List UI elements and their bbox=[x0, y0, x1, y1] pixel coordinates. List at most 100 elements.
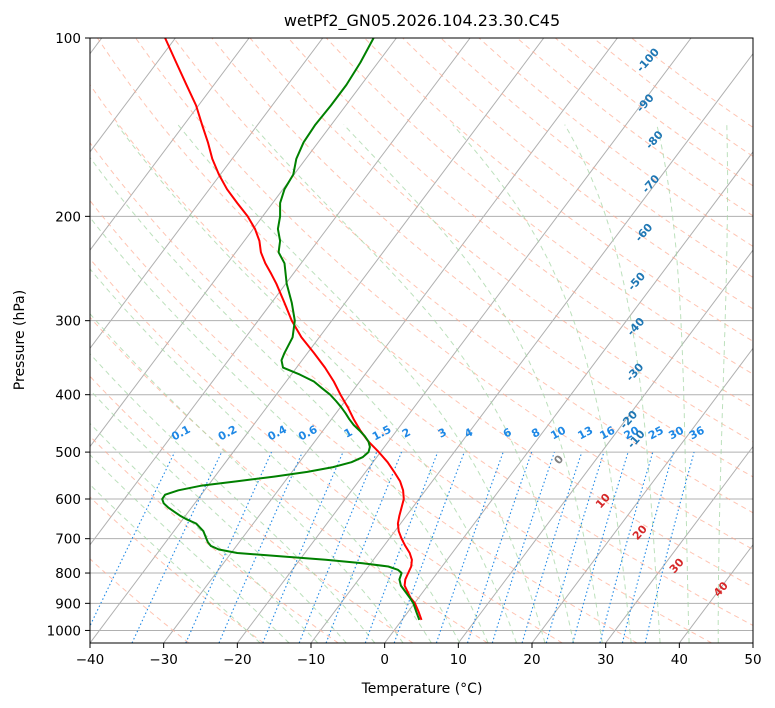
y-tick-label: 300 bbox=[55, 314, 81, 330]
y-tick-label: 1000 bbox=[47, 623, 81, 639]
y-axis-ticks: 100 200 300 400 500 600 700 800 900 1000 bbox=[47, 31, 90, 639]
moist-adiabat-line bbox=[656, 124, 690, 643]
mixing-ratio-label: 1 bbox=[342, 426, 355, 441]
dry-adiabat-line bbox=[440, 38, 753, 279]
mixing-ratio-line bbox=[521, 451, 583, 643]
mixing-ratio-line bbox=[262, 451, 344, 643]
isotherm-line bbox=[163, 38, 618, 643]
moist-adiabat-line bbox=[90, 454, 290, 643]
x-tick-label: −20 bbox=[223, 652, 252, 668]
x-axis-ticks: −40 −30 −20 −10 0 10 20 30 40 50 bbox=[76, 643, 762, 668]
chart-title: wetPf2_GN05.2026.104.23.30.C45 bbox=[284, 11, 560, 31]
moist-adiabat-line bbox=[90, 422, 319, 643]
moist-adiabat-line bbox=[343, 124, 603, 643]
moist-adiabat-line bbox=[452, 124, 632, 643]
x-tick-label: −40 bbox=[76, 652, 105, 668]
mixing-ratio-line bbox=[185, 451, 273, 643]
mixing-ratio-label: 3 bbox=[436, 426, 449, 441]
mixing-ratio-line bbox=[572, 451, 629, 643]
plot-frame bbox=[89, 37, 754, 644]
x-tick-label: 50 bbox=[744, 652, 761, 668]
mixing-ratio-line bbox=[644, 451, 695, 643]
x-tick-label: 10 bbox=[450, 652, 467, 668]
dry-adiabat-line bbox=[90, 199, 638, 643]
moist-adiabat-line bbox=[90, 389, 347, 643]
mixing-ratio-line bbox=[90, 451, 176, 628]
isopleth-labels: 0.1 0.2 0.4 0.6 1 1.5 2 3 4 6 8 10 13 16 20 25 30 36-100-… bbox=[169, 45, 731, 599]
moist-adiabat-label: 10 bbox=[593, 491, 613, 511]
moist-adiabat-line bbox=[90, 483, 261, 643]
dry-adiabat-label: -80 bbox=[643, 128, 666, 152]
x-tick-label: 40 bbox=[671, 652, 688, 668]
y-tick-label: 100 bbox=[55, 31, 81, 47]
mixing-ratio-line bbox=[393, 451, 465, 643]
x-tick-label: 20 bbox=[523, 652, 540, 668]
profiles bbox=[161, 38, 423, 621]
moist-adiabat-line bbox=[90, 353, 376, 643]
dry-adiabat-line bbox=[402, 38, 753, 310]
dry-adiabat-line bbox=[554, 38, 753, 187]
x-axis-label: Temperature (°C) bbox=[361, 681, 483, 697]
mixing-ratio-label: 0.2 bbox=[216, 423, 239, 444]
dry-adiabat-line bbox=[90, 375, 414, 643]
dry-adiabat-line bbox=[325, 38, 753, 375]
mixing-ratio-label: 8 bbox=[529, 426, 542, 441]
dewpoint-profile bbox=[161, 38, 421, 621]
mixing-ratio-line bbox=[364, 451, 439, 643]
y-axis-label: Pressure (hPa) bbox=[12, 290, 28, 390]
isotherm-line bbox=[310, 52, 753, 643]
mixing-ratio-label: 13 bbox=[576, 424, 596, 443]
x-tick-label: 0 bbox=[380, 652, 389, 668]
isotherm-line bbox=[90, 38, 176, 153]
dry-adiabat-line bbox=[96, 38, 753, 588]
dry-adiabat-line bbox=[90, 258, 563, 643]
background-lines bbox=[90, 38, 753, 643]
mixing-ratio-label: 6 bbox=[501, 425, 514, 440]
dry-adiabat-label: -70 bbox=[639, 172, 662, 196]
moist-adiabat-line bbox=[90, 268, 432, 643]
mixing-ratio-line bbox=[218, 451, 303, 643]
mixing-ratio-label: 0.4 bbox=[266, 423, 290, 444]
mixing-ratio-label: 0.1 bbox=[169, 423, 192, 444]
dry-adiabat-line bbox=[211, 38, 753, 478]
mixing-ratio-line bbox=[621, 451, 674, 643]
mixing-ratio-label: 2 bbox=[400, 426, 413, 441]
moist-adiabat-line bbox=[90, 156, 489, 643]
dry-adiabat-label: -50 bbox=[625, 270, 648, 294]
mixing-ratio-label: 10 bbox=[548, 424, 568, 443]
temperature-profile bbox=[164, 38, 423, 621]
y-tick-label: 700 bbox=[55, 532, 81, 548]
isotherm-line bbox=[90, 38, 545, 643]
isotherm-line bbox=[752, 642, 753, 643]
mixing-ratio-label: 20 bbox=[622, 424, 642, 443]
isotherm-line bbox=[384, 151, 753, 643]
isotherm-line bbox=[90, 38, 250, 251]
dry-adiabat-label: -30 bbox=[623, 360, 646, 384]
moist-adiabat-line bbox=[90, 216, 461, 643]
moist-adiabat-line bbox=[116, 124, 517, 643]
mixing-ratio-label: 30 bbox=[666, 424, 686, 443]
mixing-ratio-line bbox=[599, 451, 654, 643]
mixing-ratio-line bbox=[435, 451, 504, 643]
y-tick-label: 500 bbox=[55, 445, 81, 461]
dry-adiabat-line bbox=[135, 38, 753, 551]
x-tick-label: −10 bbox=[297, 652, 326, 668]
moist-adiabat-line bbox=[717, 124, 729, 643]
dry-adiabat-line bbox=[90, 141, 712, 643]
dry-adiabat-line bbox=[287, 38, 753, 409]
dry-adiabat-line bbox=[364, 38, 753, 342]
isotherm-line bbox=[531, 347, 753, 643]
y-tick-label: 400 bbox=[55, 388, 81, 404]
isotherm-line bbox=[605, 445, 753, 643]
mixing-ratio-line bbox=[131, 451, 223, 643]
dry-adiabat-label: -60 bbox=[632, 221, 655, 245]
dry-adiabat-line bbox=[90, 84, 753, 626]
y-tick-label: 600 bbox=[55, 492, 81, 508]
isotherm-line bbox=[90, 38, 324, 350]
dry-adiabat-label: -100 bbox=[634, 45, 662, 74]
mixing-ratio-label: 36 bbox=[687, 424, 707, 443]
isotherm-line bbox=[90, 38, 471, 546]
y-tick-label: 800 bbox=[55, 566, 81, 582]
